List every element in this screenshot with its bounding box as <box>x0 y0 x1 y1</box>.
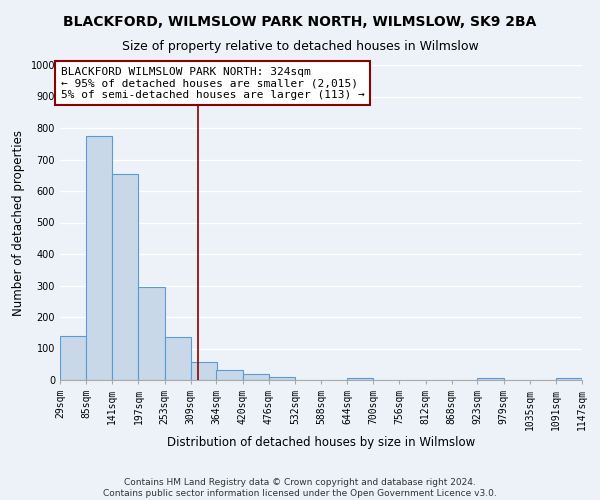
Text: Size of property relative to detached houses in Wilmslow: Size of property relative to detached ho… <box>122 40 478 53</box>
Bar <box>164 338 191 380</box>
Bar <box>86 136 112 380</box>
Bar <box>60 336 86 380</box>
Bar <box>269 378 295 380</box>
Bar <box>191 362 217 380</box>
X-axis label: Distribution of detached houses by size in Wilmslow: Distribution of detached houses by size … <box>167 436 475 448</box>
Bar <box>347 378 373 380</box>
Text: BLACKFORD, WILMSLOW PARK NORTH, WILMSLOW, SK9 2BA: BLACKFORD, WILMSLOW PARK NORTH, WILMSLOW… <box>64 15 536 29</box>
Bar <box>217 370 242 380</box>
Bar <box>556 378 582 380</box>
Text: BLACKFORD WILMSLOW PARK NORTH: 324sqm
← 95% of detached houses are smaller (2,01: BLACKFORD WILMSLOW PARK NORTH: 324sqm ← … <box>61 66 365 100</box>
Bar <box>112 174 139 380</box>
Text: Contains HM Land Registry data © Crown copyright and database right 2024.
Contai: Contains HM Land Registry data © Crown c… <box>103 478 497 498</box>
Bar <box>139 287 164 380</box>
Bar <box>242 374 269 380</box>
Bar <box>478 378 503 380</box>
Y-axis label: Number of detached properties: Number of detached properties <box>12 130 25 316</box>
